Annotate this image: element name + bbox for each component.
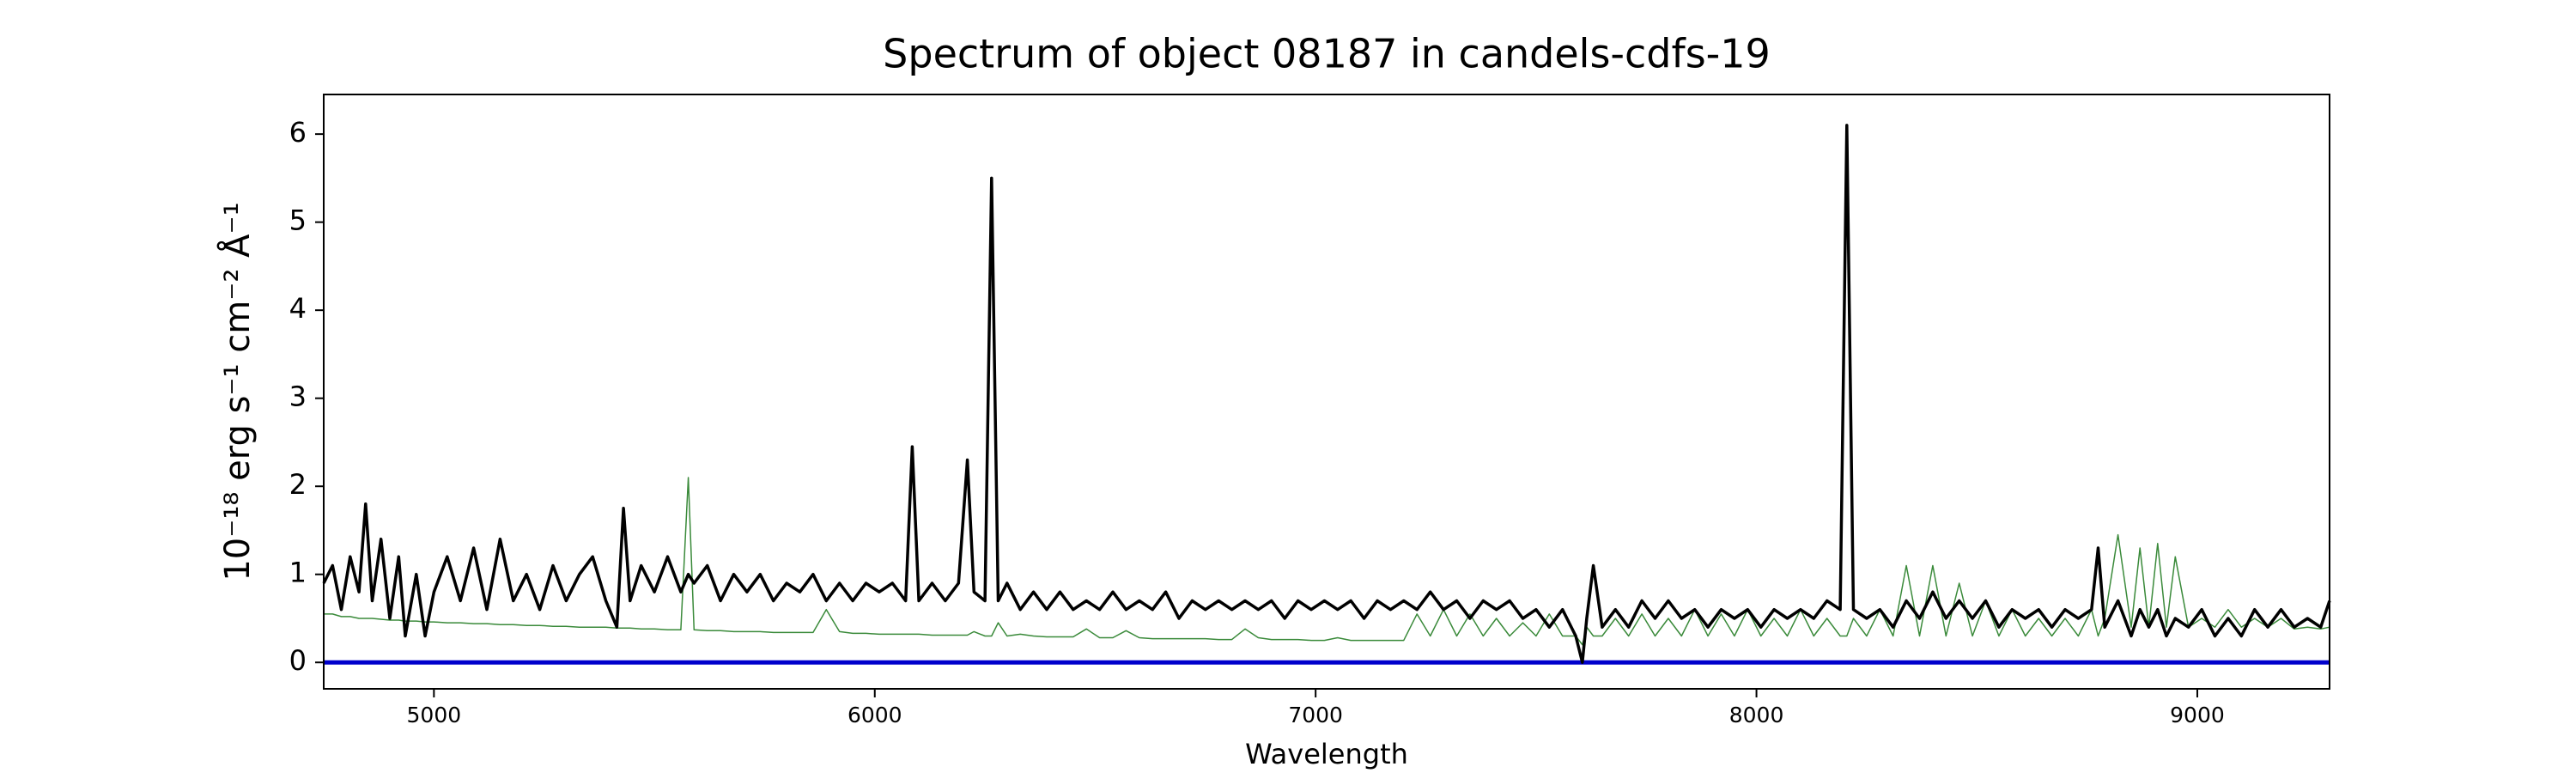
x-tick-label: 5000 (407, 703, 462, 727)
plot-area (322, 124, 2331, 665)
spectrum-line (322, 124, 2331, 664)
x-tick-label: 7000 (1288, 703, 1343, 727)
y-tick-label: 2 (289, 468, 307, 501)
y-tick-label: 6 (289, 116, 307, 149)
y-tick-label: 5 (289, 204, 307, 237)
y-tick-label: 4 (289, 292, 307, 325)
spectrum-line (324, 477, 2330, 646)
plot-frame (323, 94, 2330, 690)
x-tick-label: 8000 (1729, 703, 1784, 727)
y-tick-label: 3 (289, 380, 307, 413)
axes: 0 1 2 3 4 5 6 5000 6000 7000 8000 9000 (289, 116, 2225, 727)
y-tick-label: 0 (289, 644, 307, 677)
x-tick-label: 6000 (848, 703, 902, 727)
y-tick-label: 1 (289, 557, 307, 589)
y-axis-label: 10⁻¹⁸ erg s⁻¹ cm⁻² Å⁻¹ (216, 202, 258, 581)
x-axis-label: Wavelength (1245, 738, 1408, 770)
chart-title: Spectrum of object 08187 in candels-cdfs… (883, 31, 1771, 77)
x-tick-label: 9000 (2170, 703, 2225, 727)
